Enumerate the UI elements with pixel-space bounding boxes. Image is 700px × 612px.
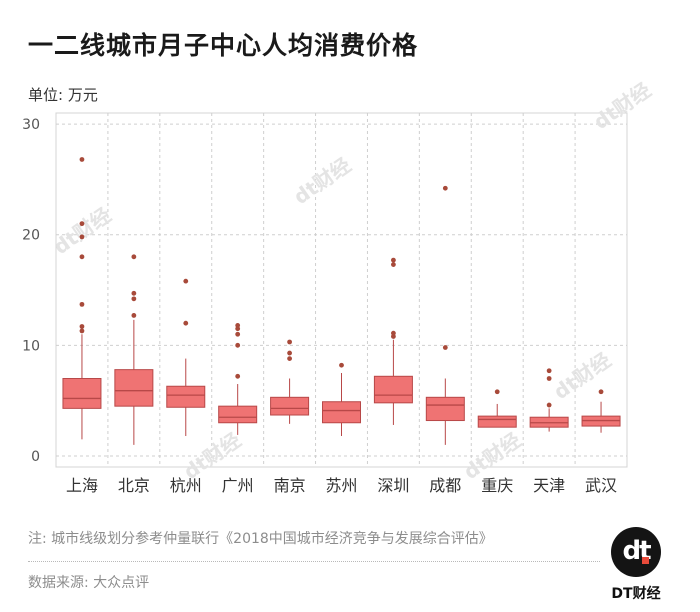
dt-logo-icon: dt [611,527,661,577]
x-tick-label: 武汉 [585,476,617,495]
outlier-point [79,301,85,307]
outlier-point [442,185,448,191]
x-tick-label: 广州 [222,476,254,495]
watermark-text: dt财经 [289,153,355,209]
outlier-point [339,362,344,368]
outlier-point [131,313,137,318]
logo-text: DT财经 [611,586,661,602]
x-tick-label: 天津 [533,476,565,495]
chart-title: 一二线城市月子中心人均消费价格 [28,31,419,60]
unit-label: 单位: 万元 [28,86,98,104]
y-tick-label: 20 [22,228,40,244]
outlier-point [235,342,241,348]
x-tick-label: 上海 [66,476,98,495]
outlier-point [287,350,292,356]
x-tick-label: 南京 [274,476,306,495]
outlier-point [546,402,552,408]
outlier-point [287,339,292,345]
outlier-point [79,221,85,227]
outlier-point [79,328,85,334]
outlier-point [546,368,552,374]
box-成都 [425,396,465,422]
outlier-point [79,324,85,329]
box-广州 [218,405,258,424]
logo-glyph: dt [622,536,651,566]
box-苏州 [322,401,361,424]
x-tick-label: 成都 [429,476,461,495]
x-tick-label: 重庆 [481,476,513,495]
plot-frame [55,112,628,468]
y-tick-label: 10 [22,338,40,354]
box-重庆 [477,415,517,428]
data-source: 数据来源: 大众点评 [28,575,150,591]
outlier-point [391,334,396,339]
outlier-point [235,323,241,328]
outlier-point [79,254,85,260]
outlier-point [131,254,137,260]
x-tick-label: 杭州 [170,476,202,495]
box-北京 [114,369,154,407]
watermark-text: dt财经 [49,203,115,259]
x-tick-label: 北京 [118,476,150,495]
outlier-point [442,345,448,350]
outlier-point [598,389,604,395]
outlier-point [183,278,189,284]
outlier-point [235,331,241,337]
footer-divider [28,561,600,562]
box-南京 [270,396,310,416]
footnote: 注: 城市线级划分参考仲量联行《2018中国城市经济竞争与发展综合评估》 [28,531,493,547]
y-tick-label: 30 [22,117,40,133]
box-杭州 [166,385,206,408]
y-tick-label: 0 [31,449,40,465]
outlier-point [235,326,241,332]
outlier-point [79,157,85,162]
outlier-point [131,296,137,302]
box-深圳 [373,375,413,404]
watermark-text: dt财经 [549,348,615,404]
outlier-point [287,356,292,361]
outlier-point [391,262,396,267]
outlier-point [235,373,241,379]
outlier-point [391,330,396,336]
box-上海 [62,378,102,409]
outlier-point [183,320,189,326]
outlier-point [546,376,552,381]
logo-dot [642,557,649,564]
x-tick-label: 苏州 [325,476,357,495]
outlier-point [131,290,137,296]
boxplot-chart: 0102030dt财经dt财经dt财经dt财经dt财经 dt财经上海 北京 杭州 广州南… [22,78,655,495]
watermark-text: dt财经 [589,78,655,134]
outlier-point [79,234,85,240]
outlier-point [494,389,500,395]
x-tick-label: 深圳 [377,476,409,495]
outlier-point [391,257,396,263]
